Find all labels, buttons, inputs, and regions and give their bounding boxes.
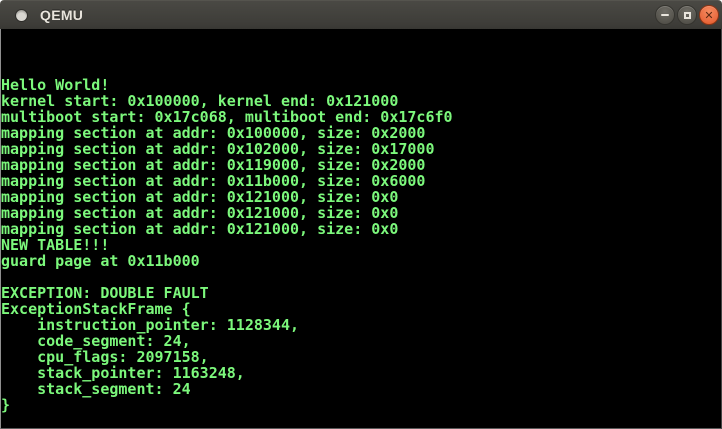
terminal-line: } <box>1 396 11 414</box>
close-icon: ✕ <box>704 8 714 22</box>
terminal-line: cpu_flags: 2097158, <box>1 348 209 366</box>
terminal-line: EXCEPTION: DOUBLE FAULT <box>1 284 209 302</box>
terminal-line: NEW TABLE!!! <box>1 236 110 254</box>
terminal-line: kernel start: 0x100000, kernel end: 0x12… <box>1 92 399 110</box>
terminal-line: multiboot start: 0x17c068, multiboot end… <box>1 108 453 126</box>
terminal-line: mapping section at addr: 0x121000, size:… <box>1 188 399 206</box>
terminal-line: guard page at 0x11b000 <box>1 252 200 270</box>
terminal-line: code_segment: 24, <box>1 332 191 350</box>
terminal-line <box>1 29 721 45</box>
window-controls: ✕ <box>655 1 719 29</box>
terminal-line <box>1 45 721 61</box>
terminal-line <box>1 269 721 285</box>
window-title: QEMU <box>40 7 84 23</box>
terminal-screen[interactable]: Hello World! kernel start: 0x100000, ker… <box>0 29 722 429</box>
terminal-line: Hello World! <box>1 76 110 94</box>
minimize-icon <box>661 14 669 16</box>
terminal-line: mapping section at addr: 0x11b000, size:… <box>1 172 426 190</box>
maximize-button[interactable] <box>677 5 697 25</box>
terminal-line: mapping section at addr: 0x102000, size:… <box>1 140 435 158</box>
terminal-line: stack_segment: 24 <box>1 380 191 398</box>
terminal-line: instruction_pointer: 1128344, <box>1 316 300 334</box>
terminal-line: stack_pointer: 1163248, <box>1 364 245 382</box>
terminal-line: mapping section at addr: 0x121000, size:… <box>1 204 399 222</box>
titlebar[interactable]: QEMU ✕ <box>0 0 722 29</box>
terminal-line <box>1 61 721 77</box>
terminal-line: mapping section at addr: 0x100000, size:… <box>1 124 426 142</box>
close-button[interactable]: ✕ <box>699 5 719 25</box>
minimize-button[interactable] <box>655 5 675 25</box>
terminal-line: mapping section at addr: 0x119000, size:… <box>1 156 426 174</box>
maximize-icon <box>683 11 691 19</box>
window-icon <box>15 8 28 22</box>
terminal-line: ExceptionStackFrame { <box>1 300 191 318</box>
terminal-line: mapping section at addr: 0x121000, size:… <box>1 220 399 238</box>
terminal-line <box>1 413 721 428</box>
